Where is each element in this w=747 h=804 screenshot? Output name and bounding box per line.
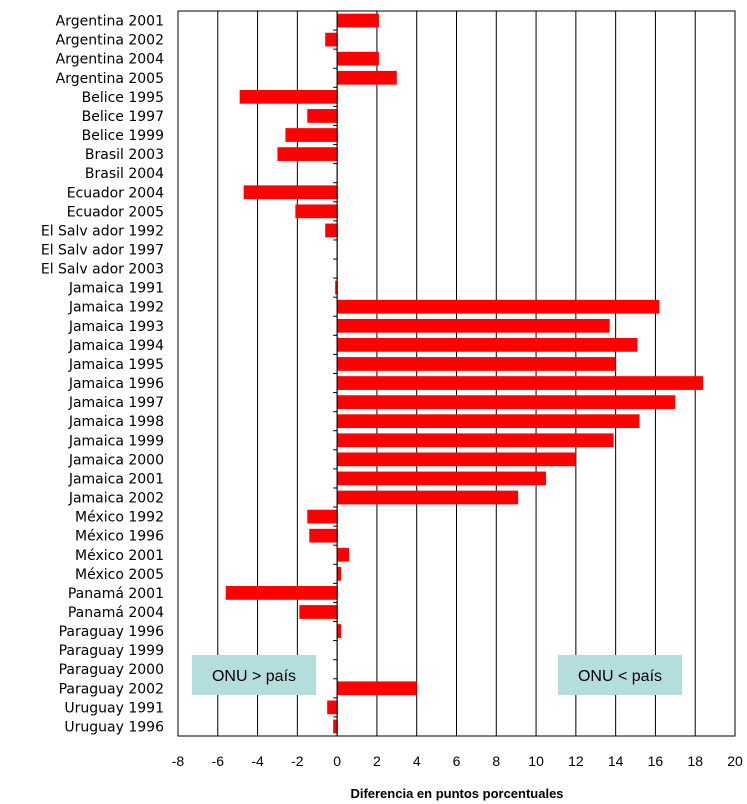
bar [337, 13, 379, 28]
bar [325, 223, 338, 238]
bar [337, 490, 519, 505]
bar [295, 204, 338, 219]
x-tick-label: 6 [453, 753, 461, 769]
category-label: Panamá 2001 [68, 586, 164, 602]
x-tick-label: 20 [727, 753, 743, 769]
category-label: México 2001 [75, 548, 164, 564]
x-tick-label: 16 [648, 753, 664, 769]
category-label: Jamaica 1999 [68, 433, 164, 449]
category-label: Belice 1997 [82, 109, 164, 125]
x-tick-label: -2 [291, 753, 304, 769]
category-label: Argentina 2004 [56, 52, 164, 68]
category-label: Argentina 2002 [56, 33, 164, 49]
category-label: Argentina 2001 [56, 14, 164, 30]
bar [299, 605, 338, 619]
bar [337, 414, 640, 429]
bar [325, 32, 338, 47]
bar [337, 452, 576, 467]
category-label: Belice 1999 [82, 128, 164, 144]
bar [337, 299, 660, 314]
category-label: El Salv ador 2003 [41, 262, 164, 278]
axes [177, 10, 736, 737]
x-tick-label: 0 [333, 753, 341, 769]
category-label: Jamaica 1996 [68, 376, 164, 392]
x-tick-label: -6 [212, 753, 225, 769]
bar [277, 147, 338, 161]
category-label: Argentina 2005 [56, 71, 164, 87]
bar [337, 433, 614, 448]
category-label: Jamaica 1998 [68, 414, 164, 430]
bar [337, 395, 676, 409]
bar [337, 357, 616, 371]
x-tick-label: 10 [528, 753, 544, 769]
category-label: Uruguay 1996 [64, 719, 164, 735]
category-label: Brasil 2003 [85, 147, 164, 163]
category-label: México 1996 [75, 529, 164, 545]
x-tick-label: 14 [608, 753, 624, 769]
bar [285, 128, 338, 142]
x-tick-label: 12 [568, 753, 584, 769]
category-labels: Argentina 2001 Argentina 2002 Argentina 20… [41, 14, 164, 736]
bar [337, 566, 342, 581]
bar [225, 586, 338, 600]
bar [333, 719, 338, 734]
bar [327, 700, 338, 715]
annotation-box [192, 655, 316, 695]
category-label: Paraguay 1999 [59, 643, 164, 659]
category-label: Jamaica 1993 [68, 319, 164, 335]
category-label: Belice 1995 [82, 90, 164, 106]
category-label: Jamaica 1995 [68, 357, 164, 373]
bar [239, 89, 338, 104]
bar [309, 528, 338, 543]
x-tick-label: -8 [172, 753, 185, 769]
annotation-box [558, 655, 682, 695]
category-label: Brasil 2004 [85, 166, 164, 182]
category-label: El Salv ador 1997 [41, 242, 164, 258]
bar [337, 51, 379, 66]
bar [337, 70, 397, 85]
bar [337, 547, 350, 562]
bar [335, 280, 338, 295]
annotations: ONU > país ONU < país [192, 655, 682, 695]
category-label: Ecuador 2005 [67, 204, 164, 220]
x-tick-label: 8 [492, 753, 500, 769]
x-tick-label: -4 [251, 753, 264, 769]
bar [337, 318, 610, 333]
bar [243, 185, 338, 200]
category-label: El Salv ador 1992 [41, 223, 164, 239]
bars [225, 13, 704, 734]
category-label: Jamaica 1992 [68, 300, 164, 316]
bar [337, 624, 342, 638]
x-tick-labels: -8 -6 -4 -2 0 2 4 6 8 10 12 14 16 18 20 [172, 753, 743, 769]
plot-frame [177, 10, 736, 737]
category-label: Jamaica 1991 [68, 281, 164, 297]
category-label: México 2005 [75, 567, 164, 583]
category-label: Jamaica 2001 [68, 471, 164, 487]
category-label: Jamaica 1994 [68, 338, 164, 354]
bar [337, 376, 704, 390]
bar [337, 681, 417, 696]
x-axis-label: Diferencia en puntos porcentuales [350, 786, 563, 801]
bar [337, 338, 638, 352]
x-tick-label: 2 [373, 753, 381, 769]
category-label: Panamá 2004 [68, 605, 164, 621]
bar [307, 109, 338, 123]
category-label: Paraguay 2000 [59, 662, 164, 678]
category-label: México 1992 [75, 510, 164, 526]
x-tick-label: 4 [413, 753, 421, 769]
x-tick-label: 18 [687, 753, 703, 769]
category-label: Jamaica 2000 [68, 452, 164, 468]
category-label: Jamaica 1997 [68, 395, 164, 411]
bar [307, 509, 338, 524]
grid-lines [177, 11, 736, 736]
annotation-text: ONU > país [212, 668, 296, 685]
bar [337, 471, 547, 486]
category-label: Jamaica 2002 [68, 491, 164, 507]
annotation-text: ONU < país [578, 668, 662, 685]
category-label: Ecuador 2004 [67, 185, 164, 201]
category-label: Paraguay 2002 [59, 681, 164, 697]
category-label: Paraguay 1996 [59, 624, 165, 640]
category-label: Uruguay 1991 [64, 700, 164, 716]
